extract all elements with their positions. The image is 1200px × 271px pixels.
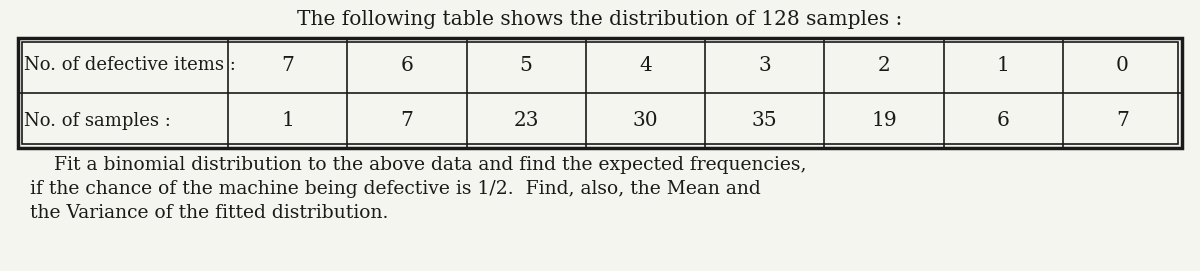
Text: 7: 7 (401, 111, 413, 130)
Text: 30: 30 (632, 111, 658, 130)
Text: 3: 3 (758, 56, 772, 75)
Text: 19: 19 (871, 111, 896, 130)
Text: if the chance of the machine being defective is 1/2.  Find, also, the Mean and: if the chance of the machine being defec… (30, 180, 761, 198)
Text: 35: 35 (752, 111, 778, 130)
Text: 6: 6 (997, 111, 1009, 130)
Text: Fit a binomial distribution to the above data and find the expected frequencies,: Fit a binomial distribution to the above… (30, 156, 806, 174)
Text: 4: 4 (640, 56, 652, 75)
Text: 7: 7 (1116, 111, 1129, 130)
Text: 7: 7 (281, 56, 294, 75)
Text: No. of samples :: No. of samples : (24, 111, 170, 130)
Text: 23: 23 (514, 111, 539, 130)
Text: The following table shows the distribution of 128 samples :: The following table shows the distributi… (298, 10, 902, 29)
Text: 1: 1 (281, 111, 294, 130)
Text: 2: 2 (877, 56, 890, 75)
Text: 1: 1 (997, 56, 1009, 75)
Text: the Variance of the fitted distribution.: the Variance of the fitted distribution. (30, 204, 389, 222)
Text: 5: 5 (520, 56, 533, 75)
Text: 6: 6 (401, 56, 413, 75)
Text: No. of defective items :: No. of defective items : (24, 56, 236, 75)
Text: 0: 0 (1116, 56, 1129, 75)
